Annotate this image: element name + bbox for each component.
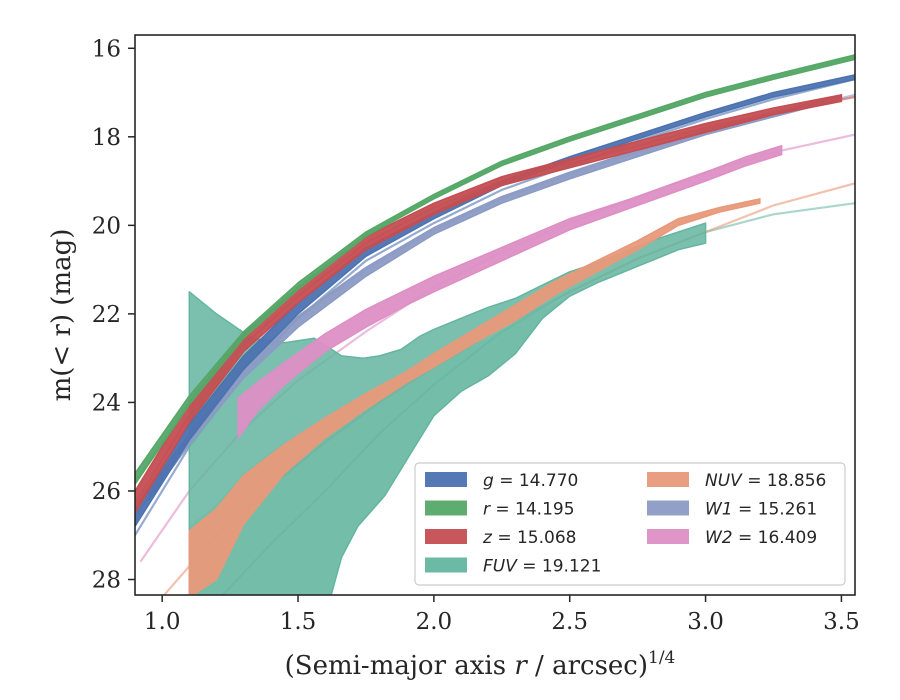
data-band-fuv	[188, 222, 707, 595]
x-tick-label: 2.5	[551, 609, 588, 635]
y-tick-label: 24	[92, 390, 121, 416]
y-tick-label: 16	[92, 36, 121, 62]
data-band-inner-fuv	[189, 296, 570, 595]
x-tick-label: 1.0	[144, 609, 181, 635]
legend: g = 14.770 r = 14.195 z = 15.068 FUV = 19.1…	[414, 462, 846, 586]
data-band-w2	[237, 144, 783, 439]
x-tick-label: 1.5	[280, 609, 317, 635]
x-axis-label: (Semi-major axis r / arcsec)1/4	[285, 648, 676, 681]
y-tick-label: 18	[92, 125, 121, 151]
data-band-r	[135, 54, 855, 486]
x-tick-label: 3.0	[687, 609, 724, 635]
legend-swatch	[647, 472, 689, 487]
y-tick-label: 26	[92, 479, 121, 505]
x-tick-label: 3.5	[823, 609, 860, 635]
legend-swatch	[647, 529, 689, 544]
legend-swatch	[425, 472, 467, 487]
y-tick-label: 20	[92, 213, 121, 239]
legend-label: g = 14.770	[483, 471, 578, 491]
legend-label: r = 14.195	[483, 500, 575, 520]
legend-label: W2 = 16.409	[705, 528, 817, 548]
y-axis-label: m(< r) (mag)	[47, 229, 77, 402]
legend-label: W1 = 15.261	[705, 500, 817, 520]
legend-label: NUV = 18.856	[705, 471, 826, 491]
data-band-nuv	[188, 198, 761, 595]
legend-swatch	[425, 500, 467, 516]
legend-label: z = 15.068	[482, 528, 576, 548]
legend-label: FUV = 19.121	[483, 557, 601, 577]
legend-swatch	[425, 529, 467, 544]
y-tick-label: 28	[92, 568, 121, 594]
legend-swatch	[425, 557, 467, 573]
plot-frame	[134, 34, 856, 596]
y-tick-label: 22	[92, 302, 121, 328]
legend-swatch	[647, 500, 689, 516]
legend-frame	[414, 462, 846, 586]
x-tick-label: 2.0	[416, 609, 453, 635]
